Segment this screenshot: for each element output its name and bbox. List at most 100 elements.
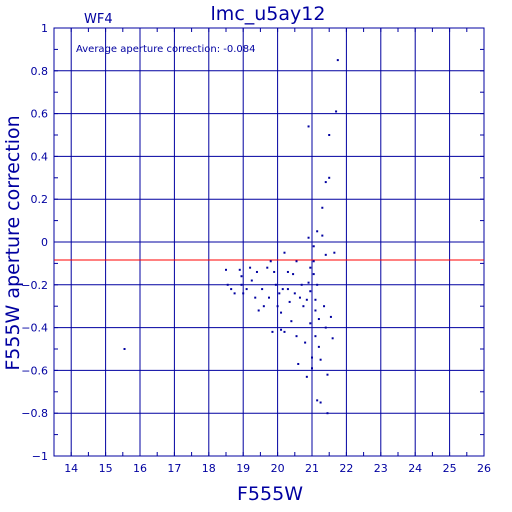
average-correction-annotation: Average aperture correction: -0.084: [76, 44, 256, 55]
data-point: [305, 298, 308, 301]
data-point: [254, 296, 257, 299]
x-tick-label: 26: [477, 462, 491, 475]
data-point: [242, 292, 245, 295]
x-tick-label: 14: [64, 462, 78, 475]
x-tick-label: 15: [99, 462, 113, 475]
data-point: [273, 270, 276, 273]
x-tick-label: 21: [305, 462, 319, 475]
data-point: [333, 251, 336, 254]
data-point: [262, 305, 265, 308]
data-point: [290, 320, 293, 323]
data-point: [233, 292, 236, 295]
data-point: [280, 311, 283, 314]
data-points: [123, 59, 339, 415]
x-tick-labels: 14 15 16 17 18 19 20 21 22 23 24 25 26: [64, 462, 491, 475]
data-point: [326, 412, 329, 415]
data-point: [314, 298, 317, 301]
data-point: [293, 292, 296, 295]
data-point: [304, 341, 307, 344]
x-tick-label: 24: [408, 462, 422, 475]
data-point: [311, 367, 313, 370]
data-point: [326, 373, 329, 376]
data-point: [292, 273, 295, 276]
x-axis-label: F555W: [237, 483, 303, 505]
data-point: [288, 300, 291, 303]
data-point: [321, 206, 324, 209]
data-point: [266, 266, 269, 269]
x-tick-label: 19: [236, 462, 250, 475]
data-point: [283, 251, 286, 254]
data-point: [335, 110, 338, 113]
data-point: [324, 253, 327, 256]
x-tick-label: 23: [374, 462, 388, 475]
y-tick-label: −1: [32, 450, 48, 463]
data-point: [331, 337, 334, 340]
data-point: [245, 288, 248, 291]
data-point: [123, 348, 126, 350]
data-point: [312, 273, 315, 276]
y-tick-label: 0.6: [31, 108, 49, 121]
y-tick-label: 0: [41, 236, 48, 249]
data-point: [316, 230, 319, 233]
data-point: [240, 283, 243, 286]
data-point: [324, 181, 327, 184]
data-point: [226, 283, 229, 286]
y-axis-label: F555W aperture correction: [2, 115, 24, 370]
data-point: [280, 328, 283, 331]
y-tick-label: −0.2: [21, 279, 48, 292]
axis-ticks: [53, 27, 485, 457]
y-tick-labels: −1 −0.8 −0.6 −0.4 −0.2 0 0.2 0.4 0.6 0.8 1: [21, 22, 48, 463]
x-tick-label: 18: [202, 462, 216, 475]
data-point: [324, 326, 327, 329]
data-point: [230, 288, 233, 291]
chart-title: lmc_u5ay12: [211, 3, 326, 25]
y-tick-label: 0.8: [31, 65, 49, 78]
data-point: [317, 345, 320, 348]
data-point: [311, 356, 313, 359]
data-point: [307, 125, 310, 128]
x-tick-label: 20: [271, 462, 285, 475]
data-point: [295, 335, 298, 338]
data-point: [278, 292, 281, 295]
data-point: [329, 315, 332, 318]
data-point: [250, 279, 253, 282]
data-point: [314, 335, 317, 338]
data-point: [269, 260, 272, 263]
grid-lines: [54, 27, 485, 457]
data-point: [323, 305, 326, 308]
data-point: [271, 330, 274, 333]
data-point: [309, 266, 312, 269]
data-point: [257, 309, 260, 312]
x-tick-label: 17: [167, 462, 181, 475]
data-point: [297, 362, 300, 365]
data-point: [314, 309, 317, 312]
data-point: [312, 245, 315, 248]
data-point: [328, 134, 331, 136]
data-point: [328, 176, 331, 179]
data-point: [249, 266, 252, 269]
y-tick-label: −0.8: [21, 407, 48, 420]
data-point: [300, 283, 303, 286]
data-point: [319, 358, 322, 361]
data-point: [240, 275, 243, 278]
data-point: [261, 288, 264, 291]
data-point: [302, 305, 305, 308]
x-tick-label: 22: [339, 462, 353, 475]
data-point: [312, 260, 315, 263]
data-point: [321, 234, 324, 237]
data-point: [307, 236, 310, 239]
x-tick-label: 25: [443, 462, 457, 475]
y-tick-label: 0.4: [31, 150, 49, 163]
data-point: [317, 318, 320, 321]
data-point: [238, 268, 241, 271]
data-point: [305, 375, 308, 378]
y-tick-label: 1: [41, 22, 48, 35]
data-point: [274, 283, 277, 286]
data-point: [307, 281, 310, 284]
data-point: [255, 270, 258, 273]
data-point: [283, 330, 286, 333]
data-point: [336, 59, 339, 62]
data-point: [286, 270, 289, 273]
data-point: [286, 288, 289, 291]
